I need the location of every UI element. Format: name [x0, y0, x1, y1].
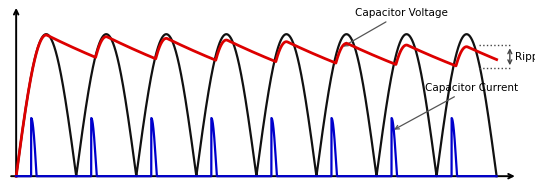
Text: Capacitor Current: Capacitor Current: [395, 83, 518, 129]
Text: Capacitor Voltage: Capacitor Voltage: [344, 8, 448, 46]
Text: Ripple Voltage: Ripple Voltage: [515, 52, 535, 62]
